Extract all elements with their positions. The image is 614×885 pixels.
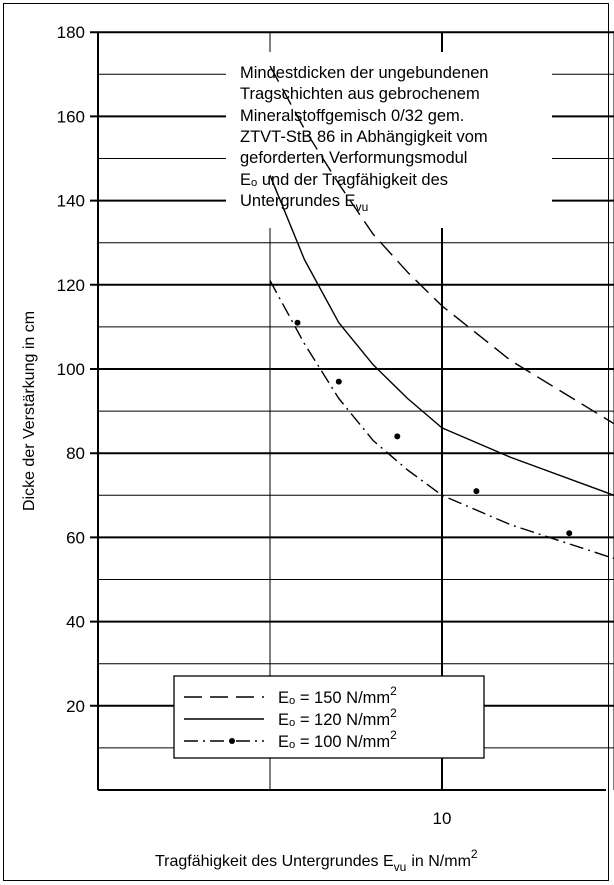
annotation-line-1: Mindestdicken der ungebundenen xyxy=(240,64,489,82)
axes xyxy=(97,32,606,791)
y-tick-label: 20 xyxy=(66,697,85,716)
y-tick-label: 120 xyxy=(57,276,85,295)
series-marker xyxy=(335,378,342,385)
annotation-line-2: Tragschichten aus gebrochenem xyxy=(240,85,480,103)
y-tick-label: 100 xyxy=(57,360,85,379)
y-tick-label: 60 xyxy=(66,528,85,547)
legend-label-1: Eₒ = 150 N/mm2 xyxy=(278,684,397,707)
annotation-line-6: Eₒ und der Tragfähigkeit des xyxy=(240,171,448,189)
tick-labels: 1020304020406080100120140160180 xyxy=(57,23,452,828)
x-axis-label-sub: vu xyxy=(394,860,407,874)
y-tick-label: 180 xyxy=(57,23,85,42)
series-markers xyxy=(294,319,573,537)
y-tick-label: 40 xyxy=(66,613,85,632)
y-tick-label: 80 xyxy=(66,444,85,463)
figure-frame xyxy=(3,3,609,881)
series-marker xyxy=(294,319,301,326)
y-axis-label: Dicke der Verstärkung in cm xyxy=(21,311,38,511)
y-tick-label: 160 xyxy=(57,107,85,126)
annotation-line-7: Untergrundes Evu xyxy=(240,192,368,214)
y-tick-label: 140 xyxy=(57,192,85,211)
series-marker xyxy=(394,433,401,440)
legend-label-2: Eₒ = 120 N/mm2 xyxy=(278,706,397,729)
series-line-2 xyxy=(269,175,614,497)
x-axis-label-unit-sup: 2 xyxy=(471,847,478,861)
annotation-line-3: Mineralstoffgemisch 0/32 gem. xyxy=(240,107,464,125)
series xyxy=(269,65,614,560)
series-line-1 xyxy=(269,65,614,425)
annotation-subscript: vu xyxy=(356,200,369,214)
series-marker xyxy=(473,488,480,495)
x-axis-label-unit: in N/mm xyxy=(411,853,471,870)
legend-box xyxy=(173,675,485,759)
annotation-box xyxy=(226,52,552,228)
annotation-line-5: geforderten Verformungsmodul xyxy=(240,149,467,167)
series-marker xyxy=(566,530,573,537)
series-line-3 xyxy=(269,280,614,560)
legend-label-3: Eₒ = 100 N/mm2 xyxy=(278,728,397,751)
legend-marker xyxy=(229,738,235,744)
x-axis-label: Tragfähigkeit des Untergrundes Evu in N/m… xyxy=(155,847,478,874)
x-tick-label: 10 xyxy=(433,809,452,828)
annotation-line-4: ZTVT-StB 86 in Abhängigkeit vom xyxy=(240,128,488,146)
